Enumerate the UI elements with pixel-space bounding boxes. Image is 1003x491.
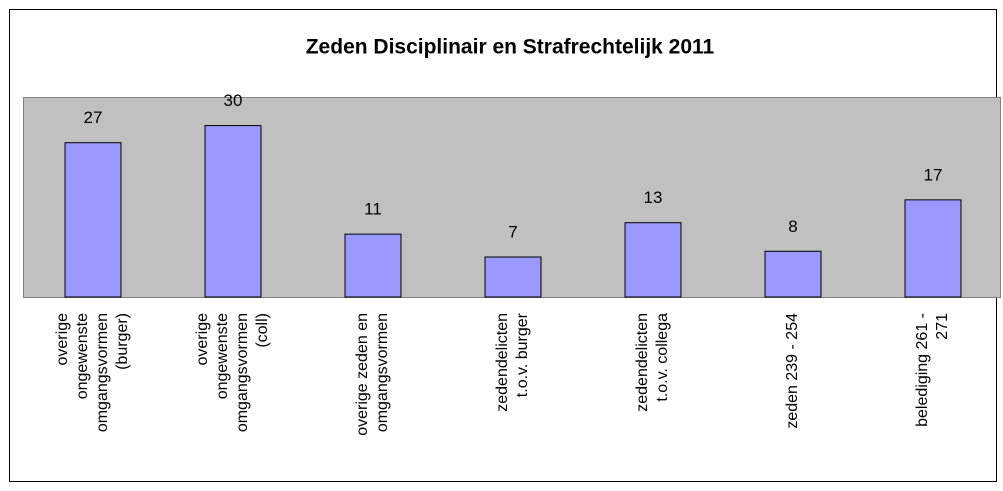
chart-title: Zeden Disciplinair en Strafrechtelijk 20… xyxy=(306,36,715,59)
x-tick-label: t.o.v. collega xyxy=(654,313,671,402)
x-tick-label: zedendelicten xyxy=(634,313,651,412)
x-tick-label: (burger) xyxy=(114,313,131,370)
x-tick-label: zedendelicten xyxy=(494,313,511,412)
x-tick-label: omgangsvormen xyxy=(94,313,111,432)
value-label: 27 xyxy=(84,108,103,127)
bar xyxy=(904,199,962,298)
bar xyxy=(484,256,542,298)
value-label: 8 xyxy=(788,217,797,236)
x-tick-label: overige xyxy=(194,313,211,366)
x-tick-label: (coll) xyxy=(254,313,271,348)
bar xyxy=(64,142,122,298)
x-tick-label: ongewenste xyxy=(214,313,231,399)
x-tick-label: overige zeden en xyxy=(354,313,371,436)
value-label: 11 xyxy=(364,200,382,219)
x-tick-label: belediging 261 - xyxy=(914,313,931,427)
value-label: 13 xyxy=(644,188,663,207)
x-tick-label: overige xyxy=(54,313,71,366)
x-tick-label: ongewenste xyxy=(74,313,91,399)
bar xyxy=(624,222,682,298)
x-tick-label: omgangsvormen xyxy=(234,313,251,432)
x-tick-label: 271 xyxy=(934,313,951,340)
value-label: 30 xyxy=(224,91,243,110)
value-label: 17 xyxy=(924,165,943,184)
value-label: 7 xyxy=(508,222,517,241)
x-tick-label: t.o.v. burger xyxy=(514,312,531,397)
bar xyxy=(204,125,262,298)
x-tick-label: zeden 239 - 254 xyxy=(784,313,801,429)
x-tick-label: omgangsvormen xyxy=(374,313,391,432)
bar xyxy=(764,250,822,298)
bar xyxy=(344,233,402,298)
